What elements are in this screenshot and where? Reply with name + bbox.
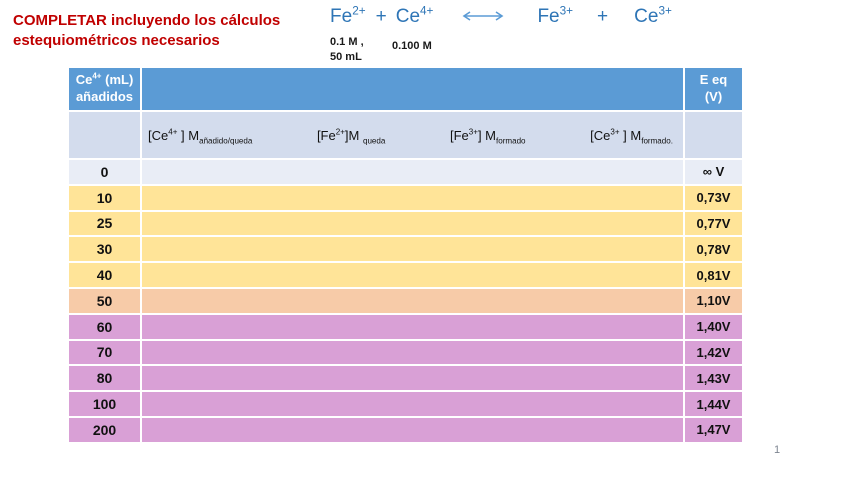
eeq-cell: ∞ V xyxy=(685,160,742,184)
volume-cell: 100 xyxy=(69,392,140,416)
eeq-cell: 1,40V xyxy=(685,314,742,339)
col-label-ce3-formed: [Ce3+ ] Mformado. xyxy=(590,127,673,146)
empty-calc-cell xyxy=(142,237,683,262)
species-ce4: Ce4+ xyxy=(395,4,434,27)
empty-calc-cell xyxy=(142,340,683,365)
slide-title-line1: COMPLETAR incluyendo los cálculos xyxy=(13,12,281,29)
col-label-fe3-formed: [Fe3+] Mformado xyxy=(449,127,526,146)
empty-calc-cell xyxy=(142,417,683,442)
page-number: 1 xyxy=(774,444,781,456)
volume-cell: 60 xyxy=(69,314,140,339)
empty-calc-cell xyxy=(142,160,683,184)
subheader-columns-cell: [Ce4+ ] Mañadido/queda [Fe2+]M queda [Fe… xyxy=(142,112,683,158)
header-eeq-cell: E eq (V) xyxy=(685,68,742,110)
subheader-eeq-cell xyxy=(685,112,742,158)
col-label-ce4-added: [Ce4+ ] Mañadido/queda xyxy=(148,127,253,146)
eeq-cell: 0,78V xyxy=(685,237,742,262)
header-volume-cell: Ce4+ (mL) añadidos xyxy=(69,68,140,110)
volume-cell: 25 xyxy=(69,211,140,236)
fe-concentration-note: 0.1 M , 50 mL xyxy=(330,35,364,65)
volume-cell: 50 xyxy=(69,288,140,313)
eeq-cell: 0,77V xyxy=(685,211,742,236)
species-ce3: Ce3+ xyxy=(634,4,672,27)
slide-title-line2: estequiométricos necesarios xyxy=(13,32,220,49)
volume-cell: 200 xyxy=(69,417,140,442)
eeq-cell: 1,10V xyxy=(685,288,742,313)
volume-cell: 30 xyxy=(69,237,140,262)
eeq-cell: 0,81V xyxy=(685,263,742,287)
species-fe2: Fe2+ xyxy=(330,4,366,27)
volume-cell: 0 xyxy=(69,160,140,184)
empty-calc-cell xyxy=(142,288,683,313)
eeq-cell: 1,42V xyxy=(685,340,742,365)
eeq-cell: 1,44V xyxy=(685,392,742,416)
fe-molarity: 0.1 M , xyxy=(330,36,364,48)
eeq-cell: 0,73V xyxy=(685,185,742,210)
eeq-cell: 1,47V xyxy=(685,417,742,442)
titration-table: Ce4+ (mL) añadidos E eq (V) [Ce4+ ] Maña… xyxy=(69,68,742,442)
plus-sign: + xyxy=(597,6,609,27)
empty-calc-cell xyxy=(142,392,683,416)
volume-cell: 70 xyxy=(69,340,140,365)
chemical-equation: Fe2+ + Ce4+ Fe3+ + Ce3+ xyxy=(330,4,672,28)
empty-calc-cell xyxy=(142,366,683,391)
eeq-cell: 1,43V xyxy=(685,366,742,391)
volume-cell: 80 xyxy=(69,366,140,391)
empty-calc-cell xyxy=(142,211,683,236)
subheader-volume-cell xyxy=(69,112,140,158)
ce-molarity: 0.100 M xyxy=(392,40,432,52)
species-fe3: Fe3+ xyxy=(537,4,574,27)
empty-calc-cell xyxy=(142,314,683,339)
equilibrium-arrow-icon xyxy=(459,6,507,28)
plus-sign: + xyxy=(375,6,387,27)
fe-volume: 50 mL xyxy=(330,51,362,63)
header-middle-cell xyxy=(142,68,683,110)
ce-concentration-note: 0.100 M xyxy=(392,39,432,54)
volume-cell: 40 xyxy=(69,263,140,287)
slide-title: COMPLETAR incluyendo los cálculos estequ… xyxy=(13,11,313,51)
empty-calc-cell xyxy=(142,185,683,210)
volume-cell: 10 xyxy=(69,185,140,210)
empty-calc-cell xyxy=(142,263,683,287)
col-label-fe2-left: [Fe2+]M queda xyxy=(316,127,386,146)
